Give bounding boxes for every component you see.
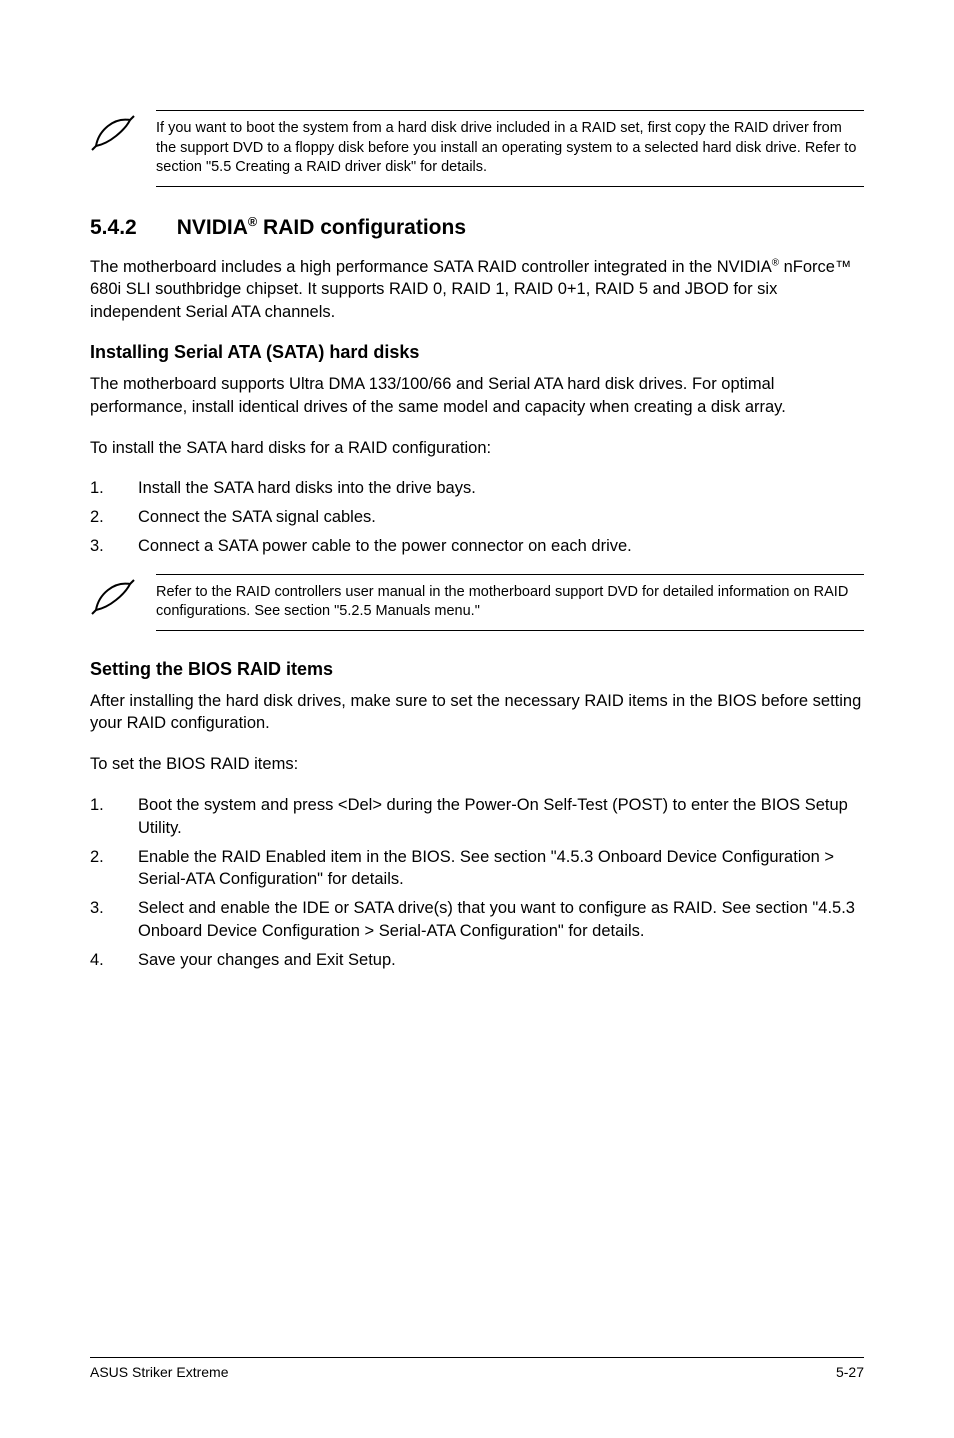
- step-text: Select and enable the IDE or SATA drive(…: [138, 897, 864, 943]
- bios-steps: 1. Boot the system and press <Del> durin…: [90, 794, 864, 971]
- list-item: 1. Install the SATA hard disks into the …: [90, 477, 864, 500]
- step-text: Install the SATA hard disks into the dri…: [138, 477, 864, 500]
- list-item: 2. Enable the RAID Enabled item in the B…: [90, 846, 864, 892]
- note-text-wrap: Refer to the RAID controllers user manua…: [156, 574, 864, 631]
- intro-pre: The motherboard includes a high performa…: [90, 258, 772, 276]
- list-item: 2. Connect the SATA signal cables.: [90, 506, 864, 529]
- step-num: 3.: [90, 535, 138, 558]
- step-num: 4.: [90, 949, 138, 972]
- section-heading: 5.4.2 NVIDIA® RAID configurations: [90, 215, 864, 240]
- list-item: 4. Save your changes and Exit Setup.: [90, 949, 864, 972]
- pencil-note-icon: [90, 578, 138, 618]
- list-item: 3. Select and enable the IDE or SATA dri…: [90, 897, 864, 943]
- install-p2: To install the SATA hard disks for a RAI…: [90, 437, 864, 460]
- list-item: 3. Connect a SATA power cable to the pow…: [90, 535, 864, 558]
- pencil-note-icon: [90, 114, 138, 154]
- step-text: Boot the system and press <Del> during t…: [138, 794, 864, 840]
- section-number: 5.4.2: [90, 216, 137, 240]
- note-text-wrap: If you want to boot the system from a ha…: [156, 110, 864, 187]
- install-p1: The motherboard supports Ultra DMA 133/1…: [90, 373, 864, 419]
- intro-paragraph: The motherboard includes a high performa…: [90, 256, 864, 324]
- note-block-2: Refer to the RAID controllers user manua…: [90, 574, 864, 631]
- footer-left: ASUS Striker Extreme: [90, 1364, 228, 1380]
- step-text: Enable the RAID Enabled item in the BIOS…: [138, 846, 864, 892]
- section-title-sup: ®: [248, 215, 257, 229]
- section-title-post: RAID configurations: [257, 216, 466, 239]
- section-title-pre: NVIDIA: [177, 216, 248, 239]
- step-num: 2.: [90, 506, 138, 529]
- step-num: 1.: [90, 477, 138, 500]
- intro-sup: ®: [772, 257, 779, 268]
- step-text: Save your changes and Exit Setup.: [138, 949, 864, 972]
- note-block-1: If you want to boot the system from a ha…: [90, 110, 864, 187]
- bios-p2: To set the BIOS RAID items:: [90, 753, 864, 776]
- install-steps: 1. Install the SATA hard disks into the …: [90, 477, 864, 557]
- step-num: 3.: [90, 897, 138, 943]
- page-footer: ASUS Striker Extreme 5-27: [90, 1357, 864, 1380]
- step-text: Connect the SATA signal cables.: [138, 506, 864, 529]
- bios-p1: After installing the hard disk drives, m…: [90, 690, 864, 736]
- step-text: Connect a SATA power cable to the power …: [138, 535, 864, 558]
- section-title: NVIDIA® RAID configurations: [177, 215, 466, 240]
- note-1-text: If you want to boot the system from a ha…: [156, 119, 864, 178]
- bios-heading: Setting the BIOS RAID items: [90, 659, 864, 680]
- footer-right: 5-27: [836, 1364, 864, 1380]
- list-item: 1. Boot the system and press <Del> durin…: [90, 794, 864, 840]
- step-num: 1.: [90, 794, 138, 840]
- note-2-text: Refer to the RAID controllers user manua…: [156, 583, 864, 622]
- step-num: 2.: [90, 846, 138, 892]
- install-heading: Installing Serial ATA (SATA) hard disks: [90, 342, 864, 363]
